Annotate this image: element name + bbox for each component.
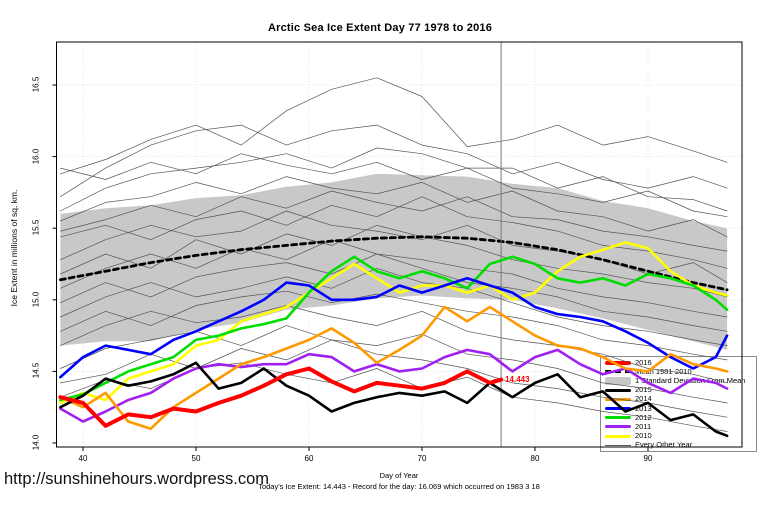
legend-label: 2012 <box>635 412 652 422</box>
legend-label: 2010 <box>635 431 652 441</box>
legend-swatch-line <box>601 388 635 392</box>
chart-line <box>60 147 728 212</box>
legend-swatch-patch <box>601 376 635 385</box>
legend-swatch-line <box>601 360 635 365</box>
legend-swatch-thinline <box>601 444 635 446</box>
line-swatch-icon <box>605 388 631 392</box>
todays-extent-note: Today's Ice Extent: 14.443 - Record for … <box>258 482 540 491</box>
x-tick-label: 90 <box>643 454 653 463</box>
chart-line <box>60 305 728 384</box>
legend-row: 2015 <box>601 386 756 395</box>
chart-title: Arctic Sea Ice Extent Day 77 1978 to 201… <box>267 22 493 34</box>
x-tick-label: 60 <box>304 454 314 463</box>
legend-label: 2014 <box>635 394 652 404</box>
legend-row: 2012 <box>601 413 756 422</box>
legend-swatch-line <box>601 416 635 420</box>
chart-line <box>59 241 729 405</box>
line-swatch-icon <box>605 407 631 411</box>
chart-line <box>60 224 728 298</box>
chart-line <box>60 267 728 346</box>
legend-label: 2011 <box>635 421 652 431</box>
x-tick-label: 40 <box>78 454 88 463</box>
legend-label: Every Other Year <box>635 440 693 450</box>
chart-line <box>60 77 728 175</box>
chart-line <box>60 253 728 332</box>
legend-swatch-line <box>601 425 635 429</box>
legend-row: 2013 <box>601 404 756 413</box>
chart-line <box>59 255 729 402</box>
legend-label: 2015 <box>635 385 652 395</box>
line-swatch-icon <box>605 416 631 420</box>
line-swatch-icon <box>605 425 631 429</box>
chart-line <box>58 366 504 428</box>
std-deviation-band <box>60 173 728 350</box>
legend-row: 2011 <box>601 422 756 431</box>
line-swatch-icon <box>605 444 631 446</box>
chart-line <box>59 361 729 438</box>
plot-border <box>56 41 743 448</box>
chart-line <box>60 196 728 269</box>
chart-line <box>60 325 728 404</box>
line-swatch-icon <box>605 434 631 438</box>
x-axis-title: Day of Year <box>379 471 419 480</box>
legend-swatch-line <box>601 407 635 411</box>
x-tick-label: 80 <box>530 454 540 463</box>
chart-line <box>60 153 728 218</box>
legend-label: 2013 <box>635 403 652 413</box>
current-value-marker <box>494 378 504 381</box>
legend-label: 2016 <box>635 357 652 367</box>
chart-line <box>59 235 729 292</box>
site-url-text: http://sunshinehours.wordpress.com <box>4 470 270 488</box>
band-swatch-icon <box>605 376 631 385</box>
chart-line <box>60 124 728 198</box>
legend-swatch-line <box>601 434 635 438</box>
chart-line <box>60 339 728 418</box>
chart-line <box>60 176 728 238</box>
chart-line <box>59 276 729 379</box>
line-swatch-icon <box>605 360 631 365</box>
legend-row: 2010 <box>601 432 756 441</box>
legend-row: Every Other Year <box>601 441 756 450</box>
x-tick-label: 70 <box>417 454 427 463</box>
x-tick-label: 50 <box>191 454 201 463</box>
current-value-annotation: 14.443 <box>505 374 530 384</box>
chart-line <box>60 239 728 318</box>
legend-row: 2016 <box>601 358 756 367</box>
chart-line <box>60 290 728 361</box>
